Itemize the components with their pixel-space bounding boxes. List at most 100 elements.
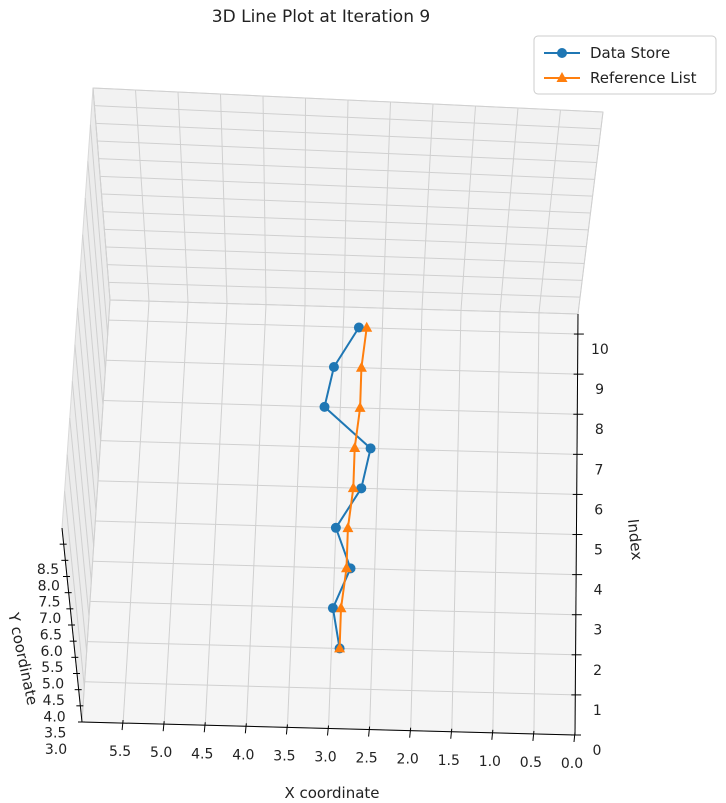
left-grid-line [77, 307, 97, 512]
y-tick-label: 6.5 [40, 627, 62, 643]
point-reference-list-4 [347, 482, 359, 493]
grid-line-z [103, 399, 578, 415]
y-tick-label: 7.0 [39, 611, 61, 627]
grid-line-x [492, 311, 501, 733]
z-tick-label: 1 [593, 703, 602, 719]
grid-line-x [204, 303, 228, 726]
point-reference-list-1 [335, 602, 347, 613]
back-grid-line-y [102, 211, 589, 231]
x-tick [573, 731, 576, 743]
left-grid-line [89, 124, 109, 336]
grid-line-x [410, 309, 423, 731]
legend: Data Store Reference List [533, 35, 717, 95]
grid-line-x [245, 304, 267, 727]
y-tick-label: 6.0 [41, 644, 63, 660]
point-reference-list-2 [340, 562, 352, 573]
grid-line-x [369, 308, 384, 730]
y-tick-label: 8.0 [38, 578, 60, 594]
grid-line-x [533, 312, 540, 734]
legend-label-data-store: Data Store [590, 44, 670, 62]
z-tick-label: 10 [591, 342, 609, 358]
legend-box [533, 35, 717, 95]
z-tick-label: 3 [593, 623, 602, 639]
legend-marker-data-store [557, 48, 567, 58]
point-data-store-1 [327, 603, 338, 614]
grid-line-x [122, 301, 150, 724]
point-data-store-3 [330, 522, 341, 533]
grid-lines [61, 87, 604, 736]
series-layer [319, 321, 376, 654]
left-grid-line [74, 344, 95, 547]
left-grid-line [66, 454, 88, 652]
point-data-store-5 [365, 443, 376, 454]
x-tick [409, 727, 412, 738]
back-grid-line-y [109, 299, 579, 315]
back-grid-line-y [107, 264, 583, 281]
legend-label-reference-list: Reference List [590, 69, 697, 87]
x-axis-label: X coordinate [284, 784, 379, 802]
x-tick-label: 3.0 [314, 750, 336, 766]
x-tick-label: 5.5 [109, 744, 131, 760]
z-tick-label: 4 [594, 583, 603, 599]
y-tick-label: 7.5 [38, 595, 60, 611]
back-grid-line-y [98, 158, 595, 180]
legend-marker-reference-list [556, 72, 568, 82]
grid-line-x [451, 310, 462, 732]
back-grid-line-y [97, 140, 597, 163]
z-tick-label: 0 [593, 743, 602, 759]
x-tick [203, 722, 206, 733]
z-tick-label: 6 [594, 502, 603, 518]
grid-line-z [100, 440, 578, 455]
back-grid-line-y [105, 246, 585, 264]
x-tick-label: 2.0 [397, 752, 419, 768]
x-tick-label: 5.0 [150, 745, 172, 761]
x-tick [532, 730, 535, 741]
point-reference-list-3 [342, 522, 354, 533]
point-data-store-6 [319, 401, 330, 412]
left-grid-line [87, 161, 106, 371]
y-tick-label: 5.0 [42, 677, 64, 693]
grid-line-z [84, 681, 576, 696]
back-grid-line-y [108, 281, 581, 298]
axes [59, 313, 584, 743]
grid-line-z [105, 359, 578, 375]
point-reference-list-7 [355, 361, 367, 372]
back-grid-line-y [94, 105, 601, 130]
x-tick-label: 4.5 [191, 746, 213, 762]
x-tick-label: 3.5 [273, 748, 295, 764]
point-reference-list-6 [354, 401, 366, 412]
x-tick [244, 723, 247, 734]
left-grid-line [79, 271, 99, 476]
x-tick [491, 729, 494, 740]
x-tick [368, 726, 371, 737]
z-tick-label: 5 [594, 543, 603, 559]
grid-line-x [286, 305, 306, 728]
point-reference-list-0 [334, 642, 346, 653]
y-axis-label: Y coordinate [4, 610, 41, 707]
point-data-store-4 [356, 483, 367, 494]
x-tick-label: 2.5 [355, 751, 377, 767]
left-grid-line [84, 197, 104, 406]
x-tick-label: 1.5 [438, 753, 460, 769]
left-grid-line [82, 234, 102, 441]
y-tick-label: 3.0 [45, 742, 67, 758]
point-reference-list-8 [361, 321, 373, 332]
grid-line-z [108, 319, 578, 335]
point-data-store-8 [353, 322, 364, 333]
back-grid-line-y [104, 228, 587, 248]
x-tick [121, 720, 124, 731]
grid-line-x [328, 306, 345, 729]
left-grid-line [69, 417, 90, 617]
x-tick-label: 4.0 [232, 747, 254, 763]
left-grid-line [64, 491, 85, 687]
x-tick [450, 728, 453, 739]
y-tick-label: 4.5 [43, 693, 65, 709]
z-tick-label: 9 [595, 382, 604, 398]
grid-line-z [92, 560, 577, 576]
back-grid-line-y [101, 193, 591, 214]
y-tick-label: 5.5 [41, 660, 63, 676]
x-tick-label: 0.5 [520, 755, 542, 771]
z-axis-line [574, 313, 579, 736]
